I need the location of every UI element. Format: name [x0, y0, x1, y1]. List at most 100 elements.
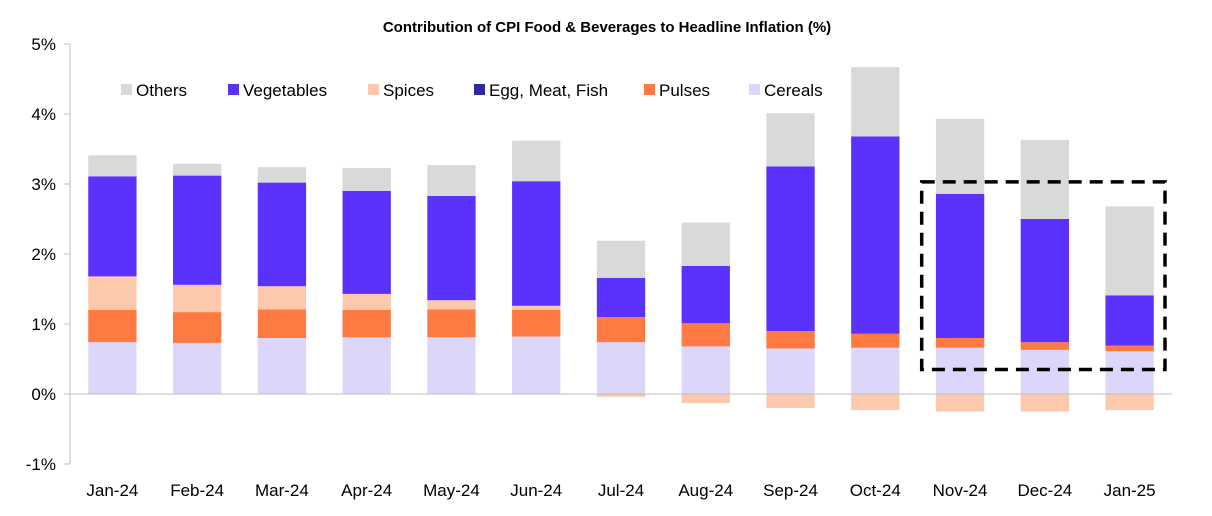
bar-segment-others-apr-24 [342, 167, 391, 191]
bar-segment-others-jan-25 [1105, 206, 1154, 296]
legend-swatch [474, 84, 485, 95]
bar-segment-others-jan-24 [88, 155, 137, 177]
y-tick-label: 0% [31, 385, 56, 404]
legend-label: Others [136, 81, 187, 100]
bar-segment-spices-aug-24 [681, 394, 730, 404]
bar-segment-pulses-nov-24 [935, 338, 985, 348]
bar-segment-vegetables-sep-24 [766, 166, 815, 331]
bar-segment-pulses-feb-24 [172, 312, 222, 343]
legend-label: Egg, Meat, Fish [489, 81, 608, 100]
legend-swatch [228, 84, 239, 95]
bar-segment-others-sep-24 [766, 113, 815, 167]
bar-segment-vegetables-feb-24 [172, 175, 222, 285]
legend-swatch [644, 84, 655, 95]
x-tick-label: Dec-24 [1017, 481, 1072, 500]
bar-segment-cereals-jun-24 [512, 336, 561, 394]
x-tick-label: Mar-24 [255, 481, 309, 500]
bar-segment-vegetables-jan-25 [1105, 295, 1154, 346]
bar-segment-spices-jul-24 [596, 394, 646, 397]
legend: Others Vegetables Spices Egg, Meat, Fish Pul… [121, 81, 823, 100]
x-tick-label: Aug-24 [678, 481, 733, 500]
bar-segment-cereals-aug-24 [681, 346, 730, 394]
bar-segment-spices-may-24 [427, 300, 476, 310]
bar-segment-cereals-jan-25 [1105, 351, 1154, 394]
bar-segment-cereals-mar-24 [257, 338, 307, 394]
bar-segment-spices-dec-24 [1020, 394, 1070, 412]
bar-segment-pulses-mar-24 [257, 309, 307, 338]
bar-segment-pulses-may-24 [427, 309, 476, 338]
legend-entry-others: Others [121, 81, 187, 100]
annotations-layer [919, 180, 1167, 372]
bar-segment-vegetables-mar-24 [257, 182, 307, 287]
legend-entry-cereals: Cereals [749, 81, 823, 100]
bar-segment-cereals-sep-24 [766, 348, 815, 394]
bar-segment-cereals-jan-24 [88, 342, 137, 394]
bar-segment-spices-oct-24 [851, 394, 900, 411]
bar-segment-spices-mar-24 [257, 286, 307, 310]
bar-segment-pulses-jun-24 [512, 310, 561, 337]
y-tick-label: 5% [31, 35, 56, 54]
bar-segment-pulses-jul-24 [596, 317, 646, 343]
bar-segment-vegetables-jul-24 [596, 277, 646, 317]
bar-segment-others-aug-24 [681, 222, 730, 266]
bar-segment-pulses-oct-24 [851, 333, 900, 348]
bar-segment-pulses-aug-24 [681, 323, 730, 347]
bar-segment-spices-jun-24 [512, 305, 561, 310]
x-tick-label: May-24 [423, 481, 480, 500]
bar-segment-spices-nov-24 [935, 394, 985, 412]
bar-segment-spices-feb-24 [172, 284, 222, 313]
bar-segment-cereals-apr-24 [342, 337, 391, 394]
x-tick-label: Nov-24 [933, 481, 988, 500]
bar-segment-pulses-jan-25 [1105, 345, 1154, 352]
y-tick-label: -1% [26, 455, 56, 474]
bar-segment-vegetables-aug-24 [681, 265, 730, 324]
bar-segment-spices-jan-24 [88, 276, 137, 310]
bar-segment-pulses-sep-24 [766, 331, 815, 349]
bar-segment-cereals-jul-24 [596, 342, 646, 394]
bar-segment-vegetables-may-24 [427, 195, 476, 301]
x-tick-label: Jan-24 [86, 481, 138, 500]
x-tick-label: Feb-24 [170, 481, 224, 500]
highlight-dashed-box [919, 180, 1167, 372]
legend-swatch [749, 84, 760, 95]
bar-segment-spices-sep-24 [766, 394, 815, 408]
axes-layer: -1% 0% 1% 2% 3% 4% 5% Jan-24 Feb-24 Mar-24 Apr-24 M… [26, 35, 1172, 500]
bar-segment-spices-jan-25 [1105, 394, 1154, 411]
bar-segment-vegetables-dec-24 [1020, 219, 1070, 343]
x-tick-label: Oct-24 [850, 481, 901, 500]
chart-title: Contribution of CPI Food & Beverages to … [383, 19, 831, 36]
legend-label: Spices [383, 81, 434, 100]
legend-entry-vegetables: Vegetables [228, 81, 327, 100]
bar-segment-others-oct-24 [851, 67, 900, 137]
bar-segment-pulses-apr-24 [342, 310, 391, 338]
y-tick-label: 2% [31, 245, 56, 264]
bar-segment-cereals-oct-24 [851, 347, 900, 394]
bar-segment-others-dec-24 [1020, 139, 1070, 219]
bar-segment-vegetables-jun-24 [512, 181, 561, 306]
x-tick-label: Jun-24 [510, 481, 562, 500]
bar-segment-cereals-feb-24 [172, 342, 222, 394]
x-tick-label: Sep-24 [763, 481, 818, 500]
bar-segment-others-jun-24 [512, 140, 561, 182]
bar-segment-cereals-may-24 [427, 337, 476, 394]
x-tick-label: Jan-25 [1104, 481, 1156, 500]
bar-segment-pulses-jan-24 [88, 310, 137, 343]
bar-segment-vegetables-nov-24 [935, 193, 985, 338]
legend-entry-egg-meat-fish: Egg, Meat, Fish [474, 81, 608, 100]
legend-swatch [121, 84, 132, 95]
legend-entry-spices: Spices [368, 81, 434, 100]
bar-segment-spices-apr-24 [342, 293, 391, 310]
bar-segment-vegetables-apr-24 [342, 191, 391, 294]
legend-swatch [368, 84, 379, 95]
legend-label: Pulses [659, 81, 710, 100]
y-tick-label: 4% [31, 105, 56, 124]
y-tick-label: 3% [31, 175, 56, 194]
x-tick-label: Jul-24 [598, 481, 644, 500]
legend-label: Vegetables [243, 81, 327, 100]
bar-segment-others-feb-24 [172, 163, 222, 176]
bar-segment-others-jul-24 [596, 240, 646, 278]
bar-segment-cereals-dec-24 [1020, 349, 1070, 394]
bars-layer [88, 67, 1154, 412]
